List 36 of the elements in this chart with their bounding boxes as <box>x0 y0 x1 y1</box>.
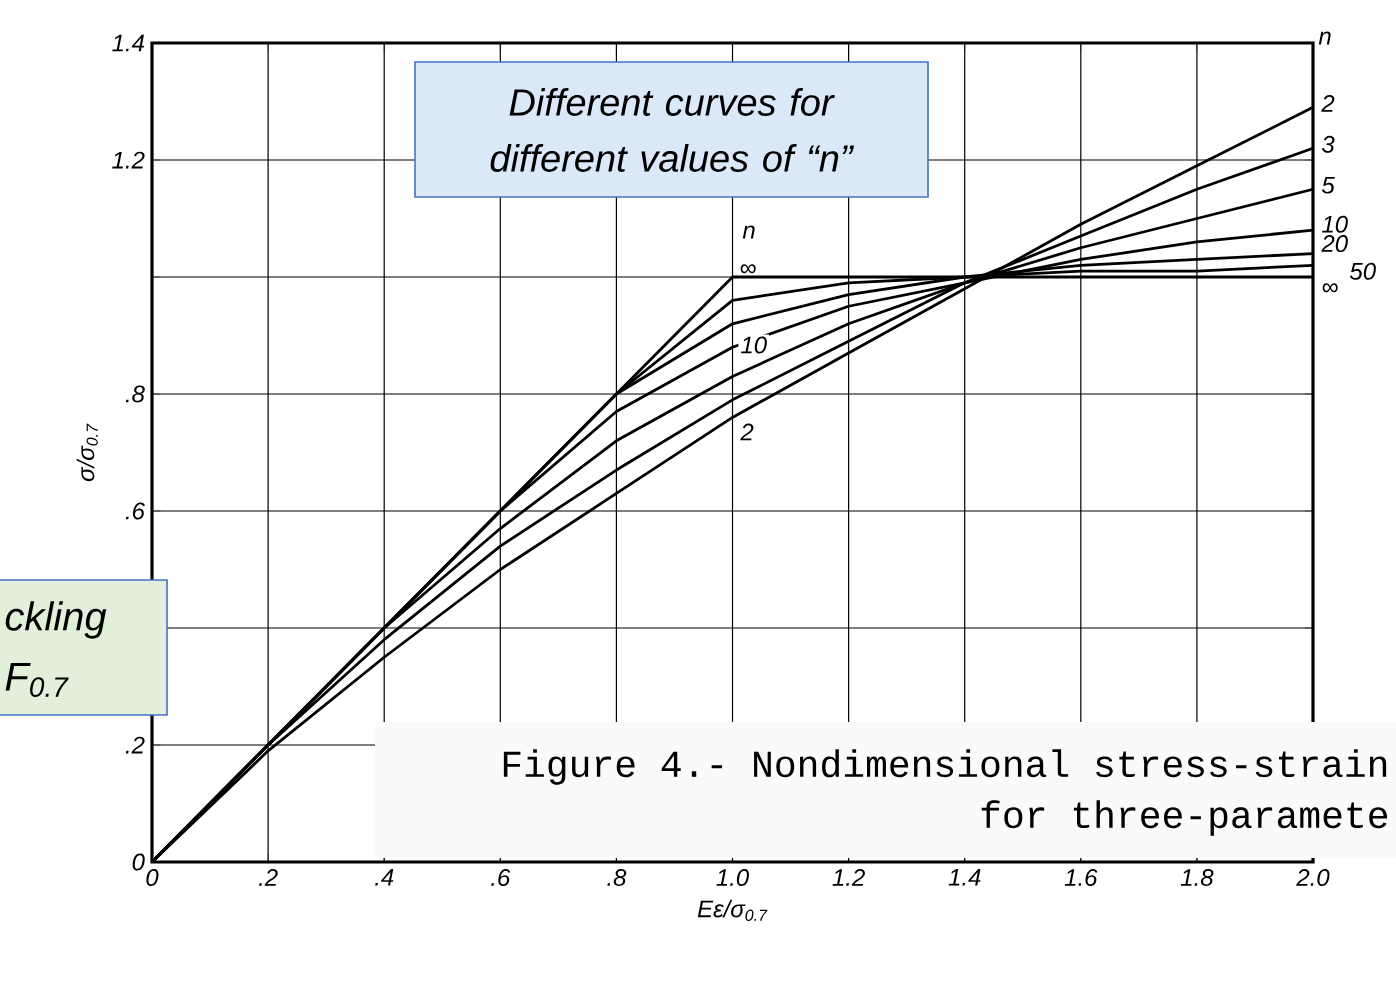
annotation: Different curves for different values of “n” <box>490 88 854 172</box>
annotation: n <box>742 225 755 239</box>
x-tick-label: 1.0 <box>716 869 749 887</box>
x-axis-title: Eε/σ$_{0.7}$ <box>697 899 768 921</box>
series-label: 20 <box>1321 235 1348 253</box>
annotation: Figure 4.- Nondimensional stress-strain <box>503 749 1387 785</box>
x-tick-label: .2 <box>259 869 278 886</box>
annotation: ∞ <box>740 264 756 274</box>
x-tick-label: 2.0 <box>1296 869 1330 887</box>
annotation: 10 <box>741 336 767 354</box>
x-tick-label: .4 <box>375 869 394 886</box>
y-axis-title: σ/σ$_{0.7}$ <box>76 423 98 482</box>
x-tick-label: 1.6 <box>1064 869 1098 887</box>
series-label: 2 <box>1321 94 1335 112</box>
x-tick-label: .6 <box>491 869 511 887</box>
series-label: ∞ <box>1322 283 1338 293</box>
y-tick-label: 1.2 <box>112 151 145 169</box>
series-label: 50 <box>1349 262 1376 280</box>
y-tick-label: .2 <box>125 736 145 754</box>
x-tick-label: 1.2 <box>832 869 865 886</box>
annotation: 2 <box>740 423 754 441</box>
annotation: for three-paramete <box>981 800 1388 836</box>
x-tick-label: 1.4 <box>948 869 981 886</box>
x-tick-label: 1.8 <box>1180 869 1214 887</box>
text: ckling <box>5 601 107 639</box>
y-tick-label: .8 <box>125 385 145 403</box>
series-label: 10 <box>1322 215 1348 233</box>
text: n <box>1318 31 1331 45</box>
y-tick-label: 0 <box>132 853 145 871</box>
x-tick-label: .8 <box>607 869 627 887</box>
y-tick-label: .6 <box>125 502 145 520</box>
series-label: 5 <box>1321 176 1335 194</box>
y-tick-label: 1.4 <box>112 34 145 52</box>
text: F$_{0.7}$ <box>5 663 69 698</box>
x-tick-label: 0 <box>146 869 159 887</box>
legend-label: 3 <box>1321 135 1335 153</box>
